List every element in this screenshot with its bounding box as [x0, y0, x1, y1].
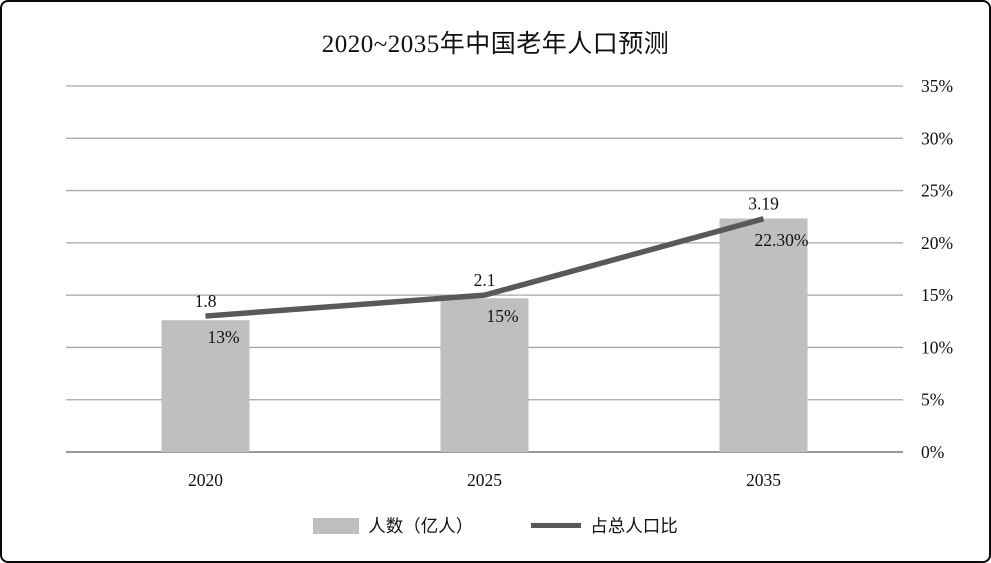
y-axis-tick-label: 10%	[921, 337, 953, 357]
line-percent-label: 13%	[207, 327, 239, 347]
bar-value-label: 1.8	[195, 291, 217, 311]
y-axis-tick-label: 0%	[921, 442, 944, 462]
y-axis-tick-label: 20%	[921, 233, 953, 253]
line-percent-label: 22.30%	[755, 230, 809, 250]
y-axis-tick-label: 25%	[921, 181, 953, 201]
y-axis-tick-label: 5%	[921, 390, 944, 410]
legend-label-line-series: 占总人口比	[590, 516, 678, 536]
bar-series-swatch-icon	[313, 517, 360, 534]
bar-2025	[440, 298, 529, 452]
y-axis-tick-label: 35%	[921, 76, 953, 96]
legend-item-line-series: 占总人口比	[531, 513, 678, 538]
bar-value-label: 2.1	[474, 270, 496, 290]
x-axis-tick-label: 2035	[746, 470, 781, 490]
line-series-swatch-icon	[531, 522, 582, 529]
y-axis-tick-label: 15%	[921, 285, 953, 305]
bar-2020	[161, 320, 250, 452]
bar-value-label: 3.19	[748, 193, 779, 213]
chart-title: 2020~2035年中国老年人口预测	[321, 31, 670, 58]
bar-2035	[719, 218, 808, 452]
x-axis-tick-label: 2020	[188, 470, 223, 490]
y-axis-tick-label: 30%	[921, 128, 953, 148]
legend: 人数（亿人） 占总人口比	[2, 513, 989, 538]
line-percent-label: 15%	[486, 306, 518, 326]
line-series	[205, 216, 765, 319]
legend-item-bar-series: 人数（亿人）	[313, 513, 473, 538]
x-axis-tick-label: 2025	[467, 470, 502, 490]
legend-label-bar-series: 人数（亿人）	[368, 516, 474, 536]
